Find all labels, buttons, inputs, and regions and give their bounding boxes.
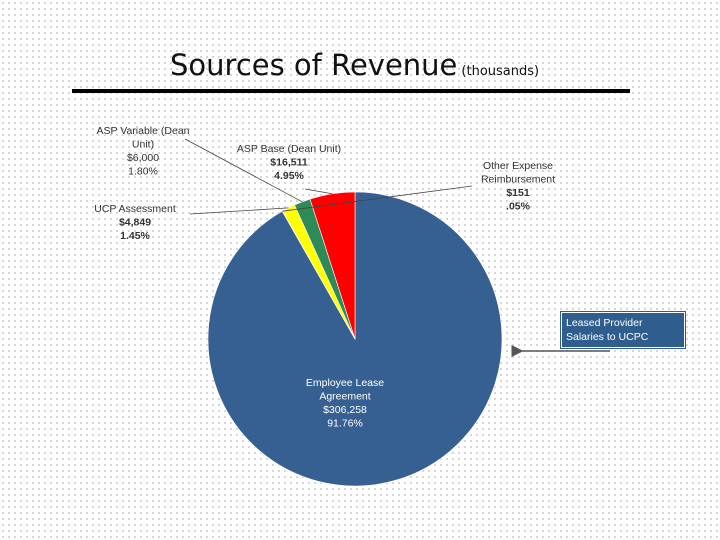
slice-label-3: ASP Variable (Dean Unit) $6,000 1.80%	[97, 125, 190, 178]
callout-line-2: Salaries to UCPC	[566, 331, 649, 343]
title-main: Sources of Revenue	[170, 48, 458, 82]
leader-line-3	[184, 138, 303, 203]
slice-label-1: Other Expense Reimbursement $151.05%	[481, 160, 555, 213]
callout-line-1: Leased Provider	[566, 317, 643, 329]
slice-label-0: Employee Lease Agreement $306,258 91.76%	[306, 377, 384, 430]
leader-line-4	[304, 188, 333, 195]
page-title: Sources of Revenue (thousands)	[170, 48, 539, 82]
leader-line-1	[282, 185, 473, 212]
callout-box: Leased Provider Salaries to UCPC	[561, 312, 685, 348]
title-subtitle: (thousands)	[461, 64, 540, 79]
slice-label-2: UCP Assessment $4,849 1.45%	[94, 203, 176, 242]
title-underline	[72, 89, 630, 93]
pie-slice-4	[309, 191, 356, 340]
leader-line-2	[189, 207, 289, 215]
slice-label-4: ASP Base (Dean Unit) $16,511 4.95%	[237, 143, 341, 182]
